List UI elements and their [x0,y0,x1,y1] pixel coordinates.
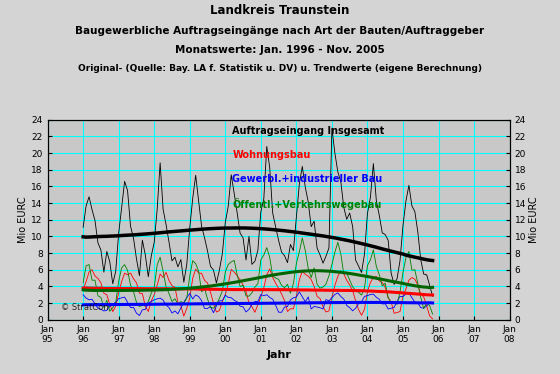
X-axis label: Jahr: Jahr [266,350,291,359]
Text: Auftragseingang Insgesamt: Auftragseingang Insgesamt [232,126,385,136]
Text: Monatswerte: Jan. 1996 - Nov. 2005: Monatswerte: Jan. 1996 - Nov. 2005 [175,45,385,55]
Text: Landkreis Traunstein: Landkreis Traunstein [211,4,349,17]
Text: Gewerbl.+industrieller Bau: Gewerbl.+industrieller Bau [232,174,382,184]
Text: Öffentl.+Verkehrswegebau: Öffentl.+Verkehrswegebau [232,198,382,210]
Text: Wohnungsbau: Wohnungsbau [232,150,311,160]
Y-axis label: Mio EURC: Mio EURC [18,196,29,243]
Text: © StratCon: © StratCon [62,303,109,312]
Text: Baugewerbliche Auftragseingänge nach Art der Bauten/Auftraggeber: Baugewerbliche Auftragseingänge nach Art… [76,26,484,36]
Text: Original- (Quelle: Bay. LA f. Statistik u. DV) u. Trendwerte (eigene Berechnung): Original- (Quelle: Bay. LA f. Statistik … [78,64,482,73]
Y-axis label: Mio EURC: Mio EURC [529,196,539,243]
